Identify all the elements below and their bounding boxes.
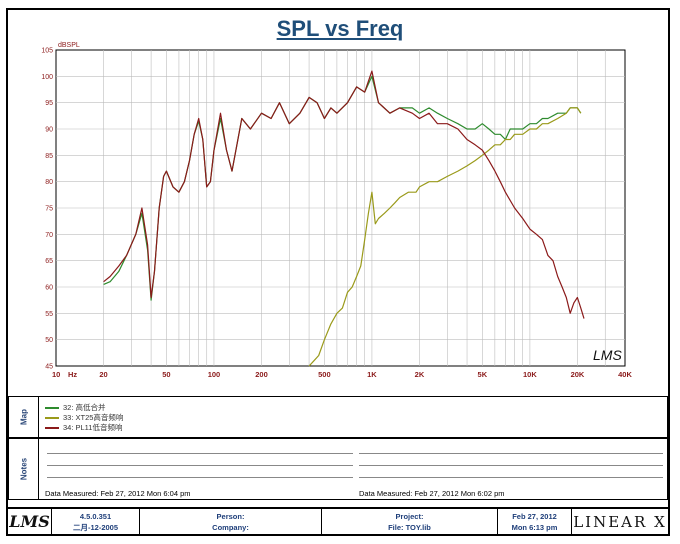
note-line <box>47 465 353 466</box>
note-line <box>359 477 663 478</box>
legend-text: 32: 高低合并 <box>63 403 106 412</box>
notes-side-label: Notes <box>9 439 39 499</box>
footer-date: Feb 27, 2012 <box>512 512 557 521</box>
footer-logo-cell: LMS <box>8 509 52 534</box>
plot-lms-logo: LMS <box>593 347 622 363</box>
series-group <box>103 70 585 367</box>
legend-item: 34: PL11低音频响 <box>45 422 122 433</box>
notes-panel: Notes Data Measured: Feb 27, 2012 Mon 6:… <box>8 438 668 500</box>
footer-version-cell: 4.5.0.351 二月-12-2005 <box>52 509 140 534</box>
legend-swatch <box>45 406 59 409</box>
y-axis: 45 50 55 60 65 70 75 80 85 90 95 100 105 <box>41 48 53 371</box>
footer-person-cell: Person: Company: <box>140 509 322 534</box>
x-tick-label: 200 <box>255 370 268 379</box>
outer-frame <box>6 8 670 536</box>
footer-brand-cell: LINEAR X <box>572 509 668 534</box>
company-label: Company: <box>212 523 249 532</box>
series-line-2 <box>308 107 582 367</box>
file-label: File: TOY.lib <box>388 523 431 532</box>
measured-right: Data Measured: Feb 27, 2012 Mon 6:02 pm <box>359 489 505 498</box>
linearx-logo: LINEAR X <box>573 513 667 531</box>
person-label: Person: <box>216 512 245 521</box>
y-tick-label: 95 <box>45 100 53 107</box>
footer-date-cell: Feb 27, 2012 Mon 6:13 pm <box>498 509 572 534</box>
legend-item: 33: XT25高音频响 <box>45 412 123 423</box>
legend-text: 34: PL11低音频响 <box>63 423 123 432</box>
legend-item: 32: 高低合并 <box>45 402 106 413</box>
y-tick-label: 55 <box>45 311 53 318</box>
plot-area: 45 50 55 60 65 70 75 80 85 90 95 100 105 10 20 50 100 20… <box>41 42 632 379</box>
y-tick-label: 100 <box>41 74 53 81</box>
x-unit-label: Hz <box>68 370 77 379</box>
y-tick-label: 80 <box>45 179 53 186</box>
legend-swatch <box>45 416 59 419</box>
x-tick-label: 100 <box>208 370 221 379</box>
x-tick-label: 1K <box>367 370 377 379</box>
y-tick-label: 60 <box>45 285 53 292</box>
footer-time: Mon 6:13 pm <box>511 523 558 532</box>
x-tick-label: 40K <box>618 370 632 379</box>
x-axis: 10 20 50 100 200 500 1K 2K 5K 10K 20K 40K Hz <box>52 370 632 379</box>
chart-title: SPL vs Freq <box>276 16 404 41</box>
footer-lms-logo: LMS <box>9 512 50 531</box>
x-tick-label: 10K <box>523 370 537 379</box>
x-tick-label: 5K <box>478 370 488 379</box>
y-tick-label: 65 <box>45 258 53 265</box>
x-tick-label: 20 <box>99 370 107 379</box>
legend-label: Map <box>19 409 28 425</box>
y-tick-label: 105 <box>41 48 53 55</box>
x-tick-label: 20K <box>571 370 585 379</box>
y-tick-label: 50 <box>45 337 53 344</box>
version-date: 二月-12-2005 <box>72 523 119 532</box>
project-label: Project: <box>395 512 424 521</box>
x-tick-label: 500 <box>318 370 331 379</box>
measured-left: Data Measured: Feb 27, 2012 Mon 6:04 pm <box>45 489 191 498</box>
x-tick-label: 50 <box>162 370 170 379</box>
note-line <box>47 477 353 478</box>
legend-panel: Map 32: 高低合并 33: XT25高音频响 34: PL11低音频响 <box>8 396 668 438</box>
y-tick-label: 85 <box>45 153 53 160</box>
y-tick-label: 75 <box>45 206 53 213</box>
y-tick-label: 90 <box>45 127 53 134</box>
legend-side-label: Map <box>9 397 39 437</box>
note-line <box>359 453 663 454</box>
legend-text: 33: XT25高音频响 <box>63 413 124 422</box>
y-axis-label: dBSPL <box>58 42 80 49</box>
series-line-3 <box>103 70 585 319</box>
legend-swatch <box>45 426 59 429</box>
note-line <box>47 453 353 454</box>
y-tick-label: 70 <box>45 232 53 239</box>
x-tick-label: 10 <box>52 370 60 379</box>
notes-label: Notes <box>19 457 28 481</box>
footer: LMS 4.5.0.351 二月-12-2005 Person: Company… <box>8 507 668 534</box>
note-line <box>359 465 663 466</box>
y-tick-label: 45 <box>45 364 53 371</box>
x-tick-label: 2K <box>415 370 425 379</box>
version: 4.5.0.351 <box>79 512 112 521</box>
footer-project-cell: Project: File: TOY.lib <box>322 509 498 534</box>
